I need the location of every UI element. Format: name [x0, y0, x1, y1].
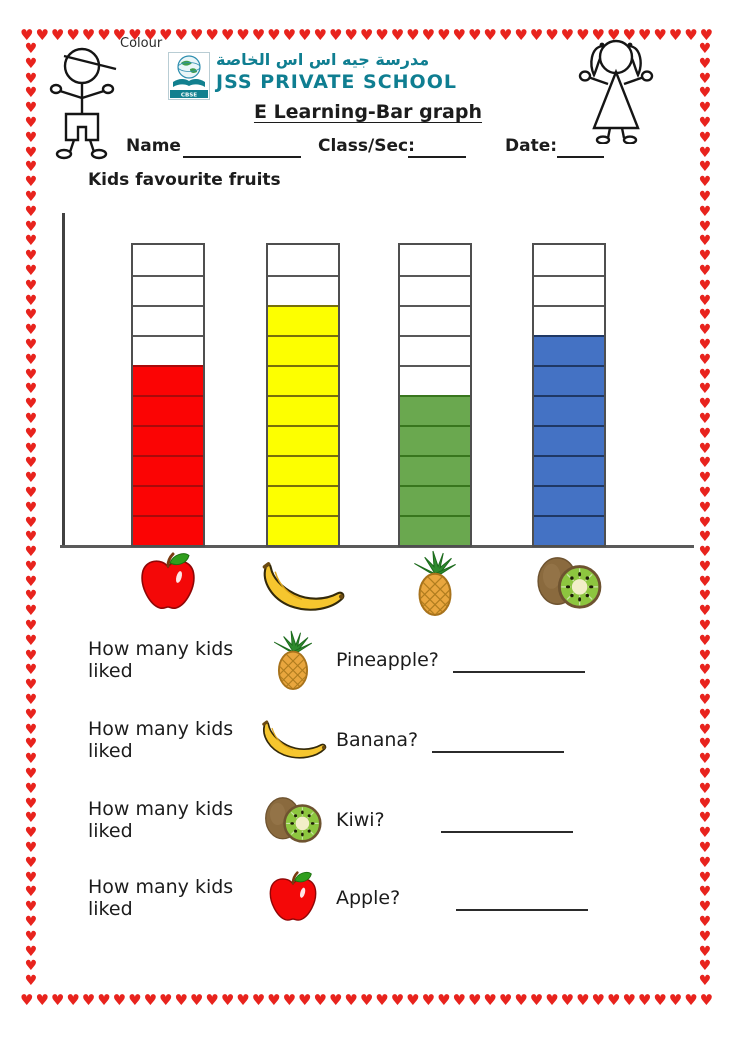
- bar-cell-banana: [268, 485, 338, 515]
- bar-cell-apple: [133, 275, 203, 305]
- kiwi-icon: [264, 795, 322, 845]
- bar-cell-pineapple: [400, 515, 470, 545]
- hearts-border-bottom: ♥♥♥♥♥♥♥♥♥♥♥♥♥♥♥♥♥♥♥♥♥♥♥♥♥♥♥♥♥♥♥♥♥♥♥♥♥♥♥♥…: [20, 991, 716, 1009]
- bar-cell-banana: [268, 455, 338, 485]
- question-text: How many kids liked: [88, 876, 234, 920]
- page-title: E Learning-Bar graph: [253, 101, 483, 123]
- hearts-border-top: ♥♥♥♥♥♥♥♥♥♥♥♥♥♥♥♥♥♥♥♥♥♥♥♥♥♥♥♥♥♥♥♥♥♥♥♥♥♥♥♥…: [20, 26, 716, 44]
- bar-cell-pineapple: [400, 245, 470, 275]
- date-blank-field[interactable]: [557, 138, 604, 158]
- bar-cell-banana: [268, 245, 338, 275]
- bar-apple: [131, 243, 205, 547]
- colour-label: Colour: [120, 36, 163, 51]
- bar-cell-pineapple: [400, 275, 470, 305]
- bar-cell-pineapple: [400, 455, 470, 485]
- chart-x-axis: [60, 545, 694, 548]
- question-row-kiwi: How many kids liked Kiwi?: [88, 784, 688, 856]
- bar-cell-banana: [268, 365, 338, 395]
- bar-cell-kiwi: [534, 365, 604, 395]
- bar-cell-apple: [133, 485, 203, 515]
- fields-row: Name Class/Sec: Date:: [0, 136, 736, 162]
- apple-icon: [136, 551, 200, 615]
- hearts-border-right: ♥♥♥♥♥♥♥♥♥♥♥♥♥♥♥♥♥♥♥♥♥♥♥♥♥♥♥♥♥♥♥♥♥♥♥♥♥♥♥♥…: [698, 42, 712, 990]
- name-blank-field[interactable]: [183, 138, 301, 158]
- bar-cell-pineapple: [400, 485, 470, 515]
- bar-cell-pineapple: [400, 305, 470, 335]
- answer-blank-apple[interactable]: [456, 885, 589, 911]
- stick-figure-girl: [578, 39, 654, 144]
- bar-cell-apple: [133, 515, 203, 545]
- name-label: Name: [126, 136, 181, 156]
- question-text: How many kids liked: [88, 798, 234, 842]
- question-row-banana: How many kids liked Banana?: [88, 704, 688, 776]
- bar-cell-apple: [133, 305, 203, 335]
- question-row-pineapple: How many kids liked Pineapple?: [88, 624, 688, 696]
- chart-y-axis: [62, 213, 65, 548]
- bar-cell-kiwi: [534, 245, 604, 275]
- fruit-label: Banana?: [336, 729, 419, 751]
- bar-cell-pineapple: [400, 365, 470, 395]
- chart-title: Kids favourite fruits: [88, 170, 281, 190]
- bar-kiwi: [532, 243, 606, 547]
- bar-cell-apple: [133, 335, 203, 365]
- question-text: How many kids liked: [88, 718, 234, 762]
- bar-cell-kiwi: [534, 395, 604, 425]
- answer-blank-banana[interactable]: [432, 727, 565, 753]
- bar-cell-kiwi: [534, 305, 604, 335]
- bar-cell-kiwi: [534, 425, 604, 455]
- logo-badge-text: CBSE: [181, 92, 197, 98]
- bar-cell-kiwi: [534, 275, 604, 305]
- bar-cell-banana: [268, 425, 338, 455]
- stick-figure-boy: [49, 47, 117, 160]
- bar-cell-pineapple: [400, 425, 470, 455]
- bar-cell-kiwi: [534, 485, 604, 515]
- school-name-english: JSS PRIVATE SCHOOL: [216, 71, 457, 93]
- bar-cell-banana: [268, 515, 338, 545]
- banana-icon: [256, 560, 348, 614]
- bar-cell-apple: [133, 395, 203, 425]
- bar-cell-apple: [133, 365, 203, 395]
- class-sec-blank-field[interactable]: [408, 138, 466, 158]
- bar-cell-banana: [268, 275, 338, 305]
- bar-cell-kiwi: [534, 455, 604, 485]
- banana-icon: [257, 718, 329, 762]
- bar-cell-banana: [268, 335, 338, 365]
- school-name-block: مدرسة جيه اس اس الخاصة JSS PRIVATE SCHOO…: [216, 50, 486, 94]
- bar-cell-banana: [268, 305, 338, 335]
- question-text: How many kids liked: [88, 638, 234, 682]
- bar-cell-kiwi: [534, 335, 604, 365]
- bar-cell-pineapple: [400, 395, 470, 425]
- bar-cell-banana: [268, 395, 338, 425]
- pineapple-icon: [410, 549, 460, 617]
- school-logo: CBSE: [168, 52, 210, 100]
- fruit-label: Pineapple?: [336, 649, 439, 671]
- pineapple-icon: [270, 629, 316, 691]
- bar-cell-pineapple: [400, 335, 470, 365]
- question-row-apple: How many kids liked Apple?: [88, 862, 688, 934]
- answer-blank-kiwi[interactable]: [440, 807, 573, 833]
- fruit-label: Kiwi?: [336, 809, 385, 831]
- bar-cell-apple: [133, 455, 203, 485]
- bar-pineapple: [398, 243, 472, 547]
- bar-cell-kiwi: [534, 515, 604, 545]
- school-name-arabic: مدرسة جيه اس اس الخاصة: [216, 50, 430, 69]
- hearts-border-left: ♥♥♥♥♥♥♥♥♥♥♥♥♥♥♥♥♥♥♥♥♥♥♥♥♥♥♥♥♥♥♥♥♥♥♥♥♥♥♥♥…: [24, 42, 38, 990]
- bar-cell-apple: [133, 425, 203, 455]
- bar-cell-apple: [133, 245, 203, 275]
- date-label: Date:: [505, 136, 558, 156]
- fruit-label: Apple?: [336, 887, 401, 909]
- bar-banana: [266, 243, 340, 547]
- class-sec-label: Class/Sec:: [318, 136, 415, 156]
- apple-icon: [265, 870, 321, 926]
- answer-blank-pineapple[interactable]: [452, 647, 585, 673]
- kiwi-icon: [536, 555, 602, 611]
